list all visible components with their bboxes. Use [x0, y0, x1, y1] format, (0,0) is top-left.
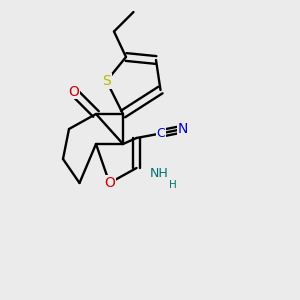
- Text: N: N: [178, 122, 188, 136]
- Text: O: O: [104, 176, 115, 190]
- Text: S: S: [102, 74, 111, 88]
- Text: O: O: [68, 85, 79, 98]
- Text: H: H: [169, 179, 177, 190]
- Text: NH: NH: [150, 167, 168, 180]
- Text: C: C: [156, 127, 165, 140]
